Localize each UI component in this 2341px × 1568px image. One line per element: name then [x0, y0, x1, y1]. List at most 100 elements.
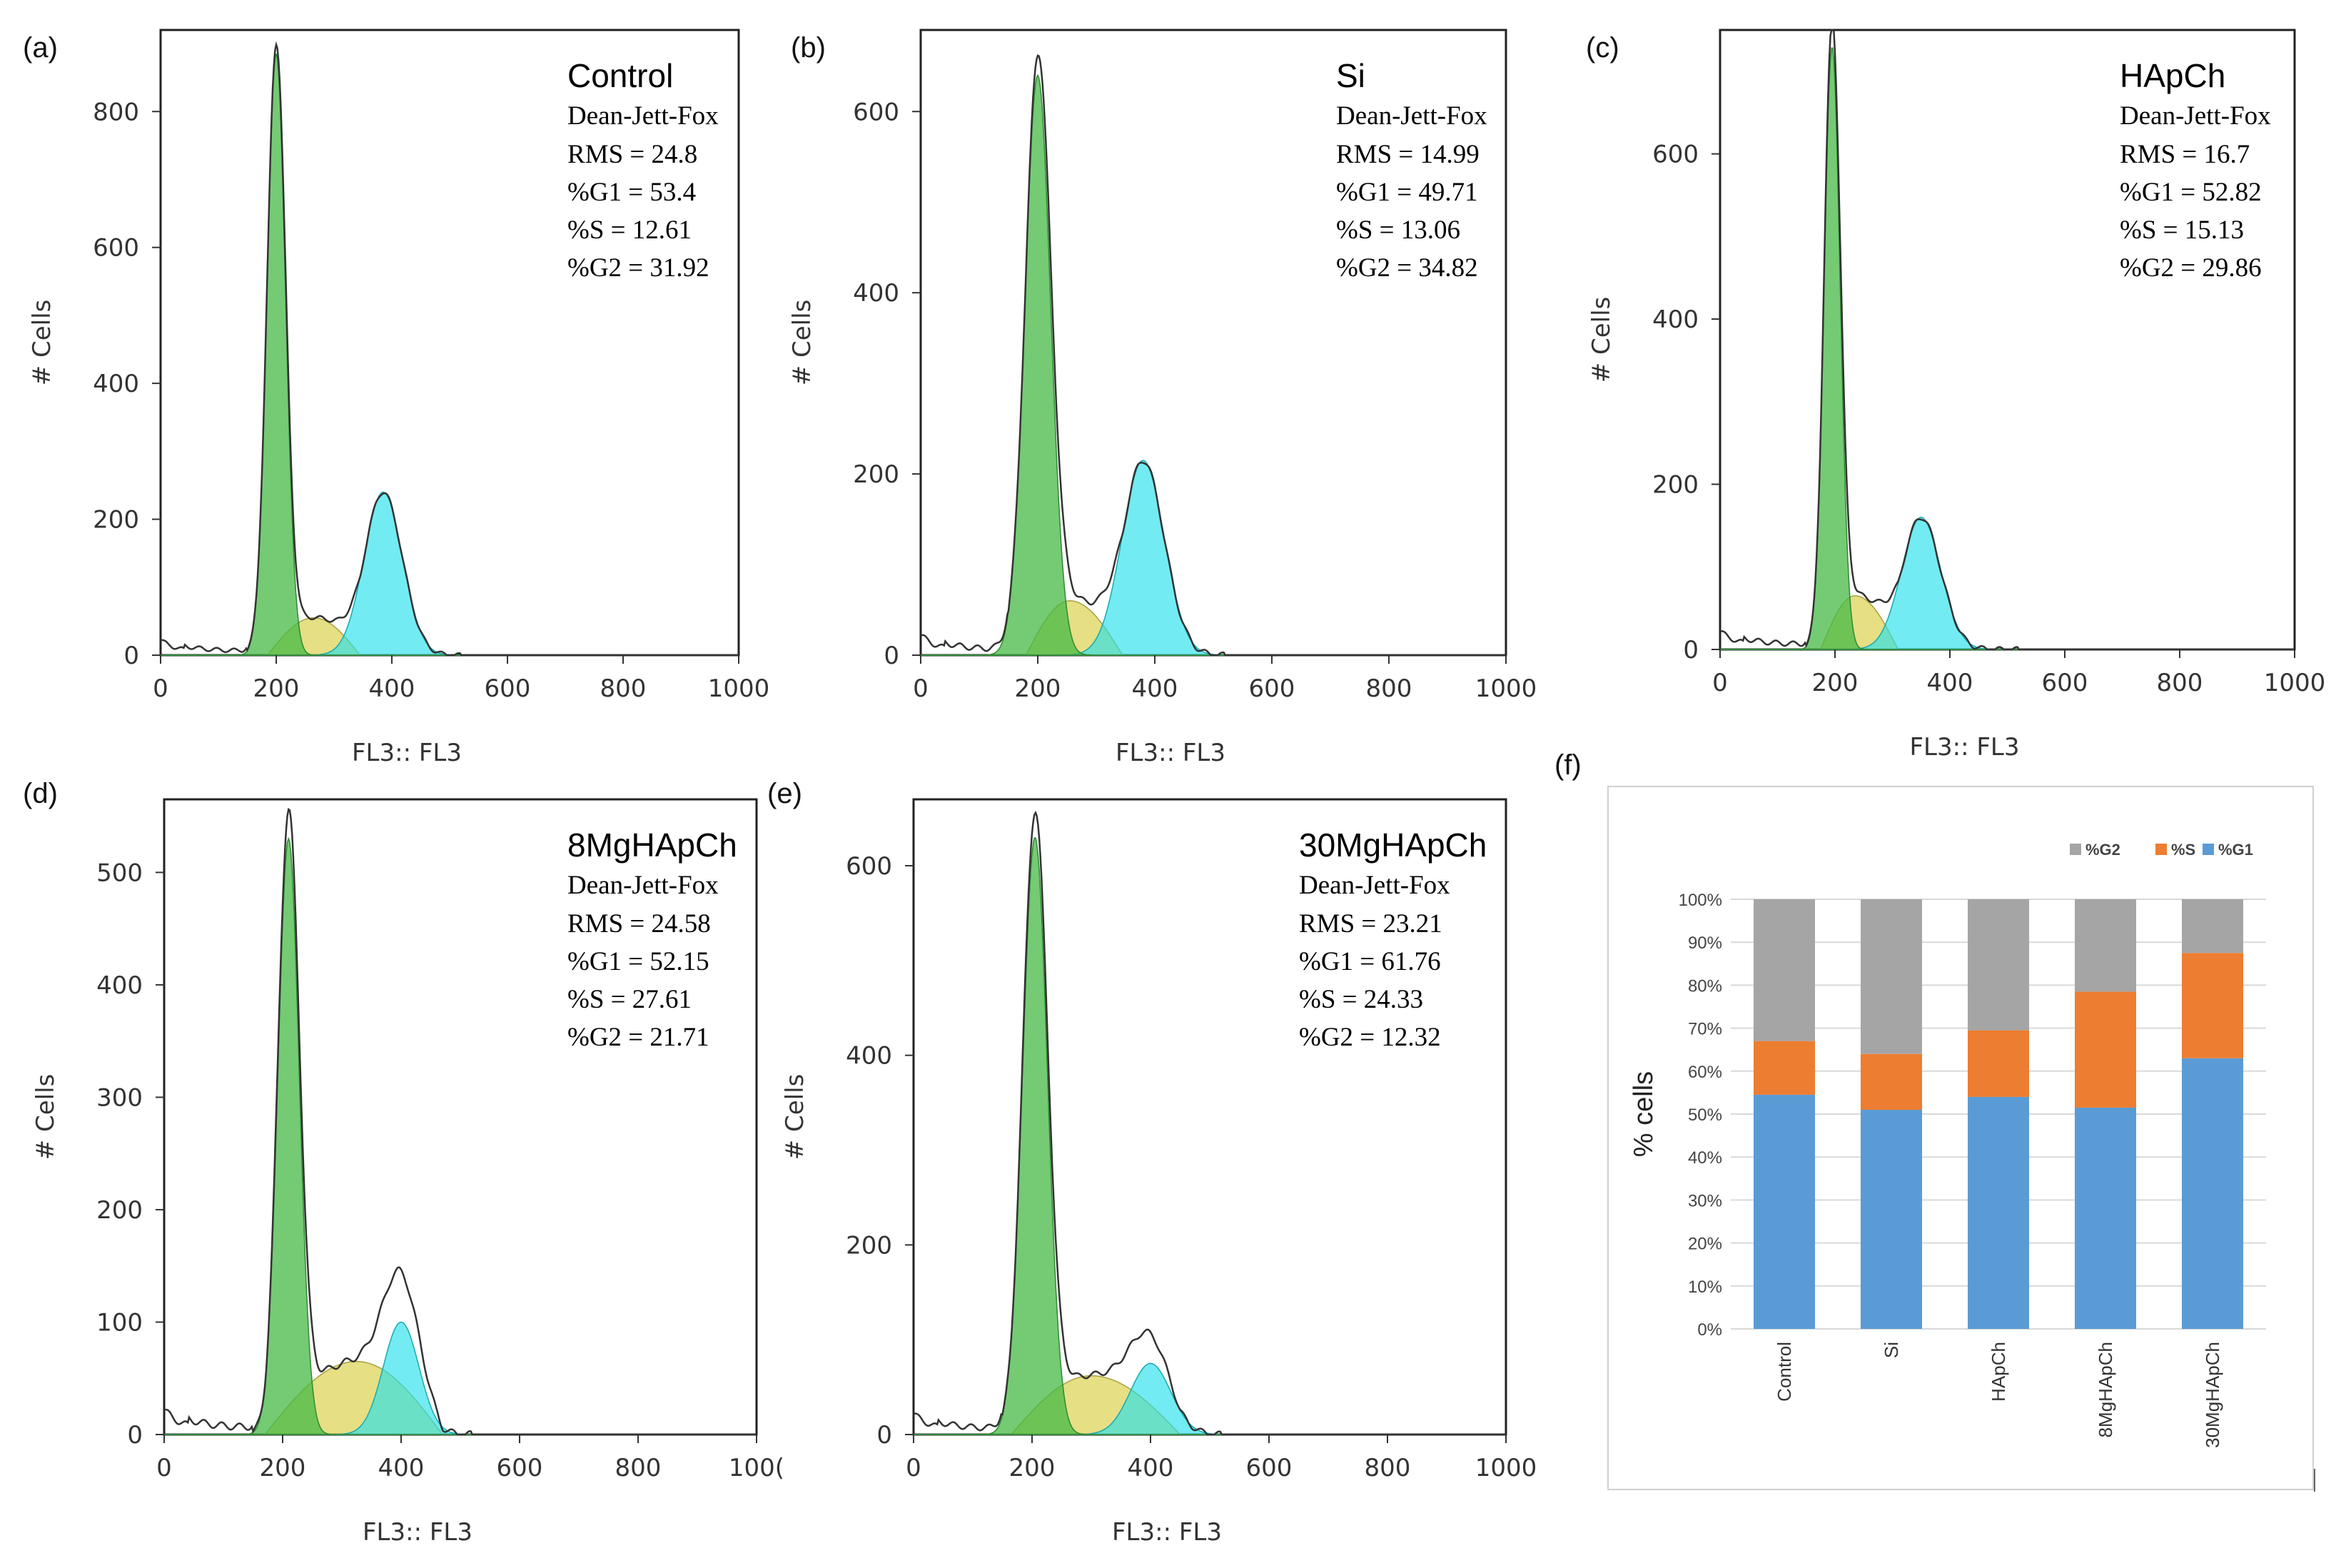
stat-line: %S = 27.61: [567, 985, 692, 1014]
bar-segment-s: [1754, 1041, 1815, 1095]
y-axis-title: # Cells: [1587, 297, 1616, 383]
x-tick-label: 100(: [729, 1454, 784, 1482]
stat-line: %G2 = 21.71: [567, 1023, 709, 1052]
x-tick-label: 800: [1366, 674, 1412, 703]
x-tick-label: 600: [2042, 669, 2088, 697]
legend-label: %G2: [2085, 841, 2120, 859]
y-tick-label: 200: [846, 1231, 892, 1260]
y-tick-label: 60%: [1688, 1063, 1722, 1082]
y-tick-label: 100%: [1679, 891, 1722, 910]
y-axis-title: # Cells: [31, 1074, 60, 1160]
y-tick-label: 0: [1683, 636, 1699, 664]
stat-line: %G1 = 52.82: [2120, 178, 2262, 207]
x-tick-label: 200: [1812, 669, 1859, 697]
category-label: Control: [1774, 1342, 1795, 1402]
sample-name: Control: [567, 57, 673, 94]
y-tick-label: 10%: [1688, 1278, 1722, 1297]
bar-segment-g2: [1754, 899, 1815, 1041]
x-tick-label: 0: [913, 674, 929, 703]
y-tick-label: 70%: [1688, 1020, 1722, 1039]
legend-label: %G1: [2218, 841, 2253, 859]
y-tick-label: 200: [93, 506, 139, 535]
model-name: Dean-Jett-Fox: [567, 871, 719, 900]
stat-line: %G1 = 61.76: [1299, 947, 1441, 976]
x-tick-label: 800: [615, 1454, 662, 1482]
y-tick-label: 0: [123, 642, 139, 670]
x-tick-label: 400: [378, 1454, 425, 1482]
bar-segment-g2: [2075, 899, 2136, 992]
bar-segment-s: [2075, 991, 2136, 1108]
stat-line: %S = 13.06: [1336, 216, 1460, 245]
x-axis-title: FL3:: FL3: [1112, 1518, 1222, 1547]
category-label: 8MgHApCh: [2095, 1342, 2116, 1437]
x-tick-label: 0: [153, 674, 168, 703]
x-tick-label: 600: [1246, 1454, 1293, 1482]
stat-line: %S = 12.61: [567, 216, 692, 245]
y-tick-label: 100: [96, 1308, 143, 1337]
x-tick-label: 400: [1128, 1454, 1174, 1482]
y-tick-label: 30%: [1688, 1191, 1722, 1210]
histogram-outline: [163, 807, 757, 1436]
x-tick-label: 1000: [1475, 1454, 1537, 1482]
bar-segment-s: [1861, 1053, 1922, 1110]
bar-segment-g2: [1968, 899, 2029, 1031]
bar-segment-g2: [2182, 899, 2243, 954]
bar-segment-g2: [1861, 899, 1922, 1054]
x-tick-label: 600: [1249, 674, 1295, 703]
x-tick-label: 200: [253, 674, 300, 703]
stat-line: RMS = 24.8: [567, 140, 697, 169]
panel-letter: (e): [767, 778, 802, 809]
y-tick-label: 300: [96, 1083, 143, 1112]
bar-segment-s: [2182, 953, 2243, 1058]
x-tick-label: 800: [1365, 1454, 1411, 1482]
histogram-panel-d: (d) 0 200 400 600 800 100(0 100 200 300 400 500 FL3:…: [23, 778, 784, 1547]
y-tick-label: 20%: [1688, 1235, 1722, 1254]
histogram-outline: [920, 54, 1506, 657]
y-tick-label: 400: [846, 1042, 892, 1071]
y-tick-label: 40%: [1688, 1148, 1722, 1168]
x-tick-label: 800: [600, 674, 647, 703]
x-tick-label: 1000: [2264, 669, 2326, 697]
y-axis-title: # Cells: [781, 1074, 809, 1160]
y-tick-label: 0: [876, 1421, 892, 1450]
y-tick-label: 0: [884, 642, 899, 670]
x-tick-label: 400: [369, 674, 415, 703]
x-tick-label: 0: [906, 1454, 921, 1482]
g1-peak-area: [1720, 47, 2295, 650]
x-axis-title: FL3:: FL3: [352, 739, 462, 767]
bar-segment-g1: [1861, 1109, 1922, 1329]
x-tick-label: 1000: [708, 674, 770, 703]
panel-letter: (a): [23, 32, 58, 64]
y-tick-label: 400: [93, 370, 139, 398]
histogram-outline: [913, 810, 1506, 1436]
x-axis-title: FL3:: FL3: [1910, 733, 2020, 762]
y-tick-label: 200: [96, 1196, 143, 1225]
stat-line: %G1 = 52.15: [567, 947, 709, 976]
sample-name: 30MgHApCh: [1299, 826, 1487, 864]
stat-line: %G2 = 34.82: [1336, 253, 1478, 283]
stat-line: %G2 = 29.86: [2120, 253, 2262, 283]
model-name: Dean-Jett-Fox: [1299, 871, 1450, 900]
stat-line: %G1 = 49.71: [1336, 178, 1478, 207]
y-tick-label: 50%: [1688, 1106, 1722, 1125]
sample-name: 8MgHApCh: [567, 826, 737, 864]
y-tick-label: 400: [853, 279, 899, 308]
x-tick-label: 200: [260, 1454, 306, 1482]
stat-line: %G2 = 31.92: [567, 253, 709, 283]
y-tick-label: 600: [1652, 141, 1699, 169]
y-tick-label: 600: [853, 98, 899, 126]
y-tick-label: 200: [1652, 471, 1699, 500]
stat-line: %S = 15.13: [2120, 216, 2244, 245]
histogram-outline: [160, 41, 739, 657]
bar-segment-g1: [2075, 1107, 2136, 1329]
stat-line: RMS = 24.58: [567, 909, 711, 939]
y-axis-title: # Cells: [28, 300, 56, 386]
panel-letter: (b): [791, 32, 826, 64]
g2-peak-area: [1720, 517, 2295, 650]
sample-name: HApCh: [2120, 57, 2225, 94]
stat-line: RMS = 16.7: [2120, 140, 2250, 169]
y-axis-title: % cells: [1629, 1071, 1659, 1157]
model-name: Dean-Jett-Fox: [2120, 101, 2271, 131]
